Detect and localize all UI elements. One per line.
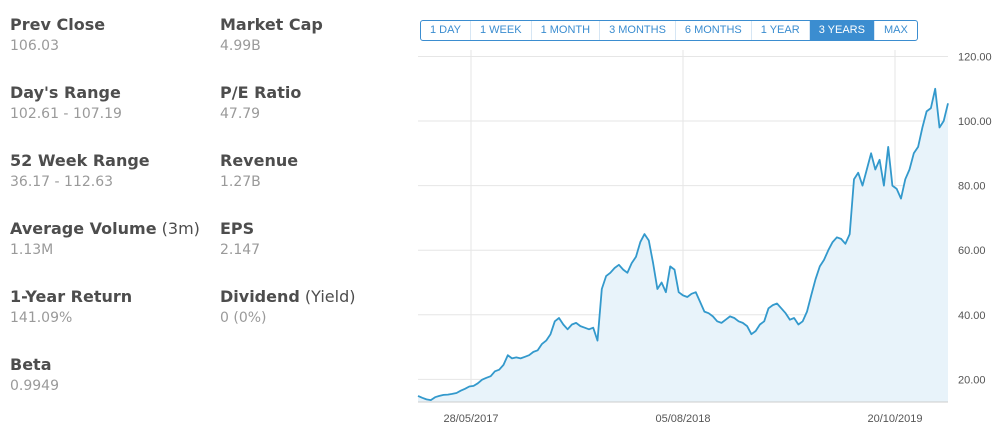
stat-label: Market Cap: [220, 15, 323, 34]
stat-label: 1-Year Return: [10, 287, 133, 306]
y-tick-label: 60.00: [958, 245, 986, 257]
series-area-fill: [418, 88, 948, 403]
stat-label: Day's Range: [10, 83, 121, 102]
key-stats-panel: Prev Close 106.03 Market Cap 4.99B Day's Ran…: [10, 14, 410, 424]
tab-max[interactable]: MAX: [883, 24, 908, 36]
x-tick-label: 05/08/2018: [655, 413, 710, 425]
x-tick-label: 28/05/2017: [443, 413, 498, 425]
stat-market-cap: Market Cap 4.99B: [220, 14, 420, 56]
stat-revenue: Revenue 1.27B: [220, 150, 420, 192]
y-tick-label: 20.00: [958, 374, 986, 386]
tab-1-month[interactable]: 1 MONTH: [532, 21, 601, 40]
series-line: [417, 87, 949, 401]
stat-label: Revenue: [220, 151, 299, 170]
stat-label: Beta: [10, 355, 52, 374]
stat-eps: EPS 2.147: [220, 218, 420, 260]
stat-value: 47.79: [220, 106, 261, 122]
stat-value: 0.9949: [10, 378, 59, 394]
y-tick-label: 100.00: [958, 116, 992, 128]
stat-label: 52 Week Range: [10, 151, 150, 170]
stat-value: 36.17 - 112.63: [10, 174, 114, 190]
stat-value: 102.61 - 107.19: [10, 106, 122, 122]
x-axis: 28/05/2017 05/08/2018 20/10/2019: [418, 401, 948, 425]
stat-value: 0 (0%): [220, 310, 267, 326]
chart-area: [417, 87, 949, 403]
stat-label-suffix: (Yield): [299, 287, 356, 306]
tab-1-year[interactable]: 1 YEAR: [752, 21, 810, 40]
x-tick-label: 20/10/2019: [867, 413, 922, 425]
stat-average-volume: Average Volume (3m) 1.13M: [10, 218, 210, 260]
stat-label: P/E Ratio: [220, 83, 302, 102]
stat-value: 2.147: [220, 242, 261, 258]
stat-value: 106.03: [10, 38, 59, 54]
stat-value: 141.09%: [10, 310, 73, 326]
tab-3-months[interactable]: 3 MONTHS: [600, 21, 676, 40]
y-axis: 20.00 40.00 60.00 80.00 100.00 120.00: [958, 51, 992, 386]
y-tick-label: 80.00: [958, 181, 986, 193]
tab-1-week[interactable]: 1 WEEK: [471, 21, 532, 40]
stat-day-s-range: Day's Range 102.61 - 107.19: [10, 82, 210, 124]
stat-label: EPS: [220, 219, 255, 238]
stat-beta: Beta 0.9949: [10, 354, 210, 396]
stat-p-e-ratio: P/E Ratio 47.79: [220, 82, 420, 124]
stat-value: 1.27B: [220, 174, 261, 190]
tab-6-months[interactable]: 6 MONTHS: [676, 21, 752, 40]
y-tick-label: 120.00: [958, 51, 992, 63]
stat-prev-close: Prev Close 106.03: [10, 14, 210, 56]
y-tick-label: 40.00: [958, 310, 986, 322]
tab-3-years[interactable]: 3 YEARS: [809, 21, 875, 40]
stat-52-week-range: 52 Week Range 36.17 - 112.63: [10, 150, 210, 192]
stat-dividend: Dividend (Yield) 0 (0%): [220, 286, 420, 328]
stat-label: Dividend (Yield): [220, 287, 356, 306]
stat-label: Prev Close: [10, 15, 106, 34]
stat-1-year-return: 1-Year Return 141.09%: [10, 286, 210, 328]
stat-label: Average Volume (3m): [10, 219, 200, 238]
range-tabs: 1 DAY 1 WEEK 1 MONTH 3 MONTHS 6 MONTHS 1 YEAR…: [420, 20, 918, 41]
tab-1-day[interactable]: 1 DAY: [421, 21, 471, 40]
stat-label-suffix: (3m): [156, 219, 200, 238]
stat-value: 4.99B: [220, 38, 261, 54]
stat-value: 1.13M: [10, 242, 54, 258]
